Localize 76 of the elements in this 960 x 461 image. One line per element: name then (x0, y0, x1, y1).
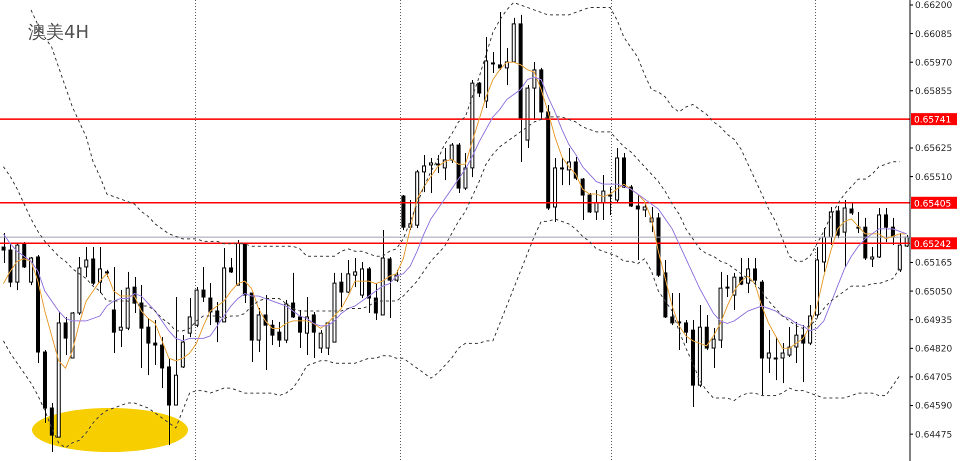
candlestick (870, 246, 874, 268)
ref-line-label: 0.65242 (914, 240, 952, 250)
candlestick (704, 314, 709, 351)
candlestick (780, 342, 785, 384)
candlestick (98, 246, 102, 294)
candlestick (339, 272, 344, 308)
candlestick (229, 257, 234, 274)
candlestick (442, 148, 447, 181)
candlestick (608, 186, 612, 216)
candlestick (208, 282, 212, 326)
candlestick (794, 321, 798, 364)
candlestick (580, 178, 585, 220)
y-tick-label: 0.64935 (915, 316, 952, 326)
candlestick (388, 256, 392, 318)
candlestick (766, 330, 771, 374)
candlestick (353, 257, 358, 288)
candlestick (346, 259, 350, 294)
candlestick (774, 336, 778, 381)
text: 澳美4H (28, 21, 89, 44)
y-tick-label: 0.64705 (915, 373, 952, 384)
candlestick (725, 274, 730, 298)
candlestick (746, 257, 750, 294)
candlestick (498, 11, 502, 70)
candlestick (753, 257, 758, 288)
candlestick (594, 190, 598, 220)
candlestick (146, 317, 150, 376)
candlestick (787, 326, 792, 358)
candlestick (374, 282, 378, 320)
ref-line-label: 0.65405 (914, 199, 952, 210)
candlestick (477, 82, 482, 98)
candlestick (118, 290, 123, 348)
candlestick (318, 330, 323, 354)
candlestick (188, 298, 192, 338)
candlestick (636, 194, 640, 260)
candlestick (153, 319, 158, 366)
y-tick-label: 0.64475 (915, 430, 952, 440)
candlestick (112, 266, 116, 354)
y-tick-label: 0.65855 (915, 87, 952, 97)
candlestick (450, 142, 454, 164)
candlestick (712, 328, 716, 368)
y-tick-label: 0.65970 (915, 58, 952, 68)
candlestick (422, 154, 426, 193)
candlestick (270, 319, 274, 346)
candlestick (884, 207, 888, 243)
candlestick (84, 246, 88, 278)
candlestick (684, 319, 688, 344)
y-tick-label: 0.65625 (915, 144, 952, 154)
line-series (2, 218, 900, 448)
candlestick (160, 336, 164, 389)
candlestick (463, 152, 468, 191)
candlestick (298, 309, 302, 349)
ref-line-label: 0.65741 (914, 116, 952, 126)
candlestick (428, 157, 433, 194)
y-tick-label: 0.66200 (915, 1, 952, 12)
candlestick (277, 321, 282, 348)
candlestick (732, 272, 736, 310)
candlestick (312, 311, 316, 359)
y-tick-label: 0.64590 (915, 402, 952, 412)
candlestick (215, 302, 220, 343)
candlestick (560, 157, 564, 186)
candlestick (850, 202, 854, 216)
candlestick (436, 154, 440, 174)
y-tick-label: 0.65165 (915, 258, 952, 269)
candlestick (64, 316, 68, 356)
y-tick-label: 0.65510 (915, 172, 952, 183)
candlestick (588, 192, 592, 214)
candlestick (642, 202, 647, 218)
candlestick (2, 232, 6, 264)
y-tick-label: 0.66085 (915, 30, 952, 40)
candlestick (491, 51, 496, 74)
candlestick (574, 156, 578, 181)
candlestick (670, 292, 674, 326)
y-tick-label: 0.64820 (915, 344, 952, 354)
line-series (30, 2, 900, 262)
y-tick-label: 0.65050 (915, 287, 952, 298)
candlestick (201, 266, 206, 303)
